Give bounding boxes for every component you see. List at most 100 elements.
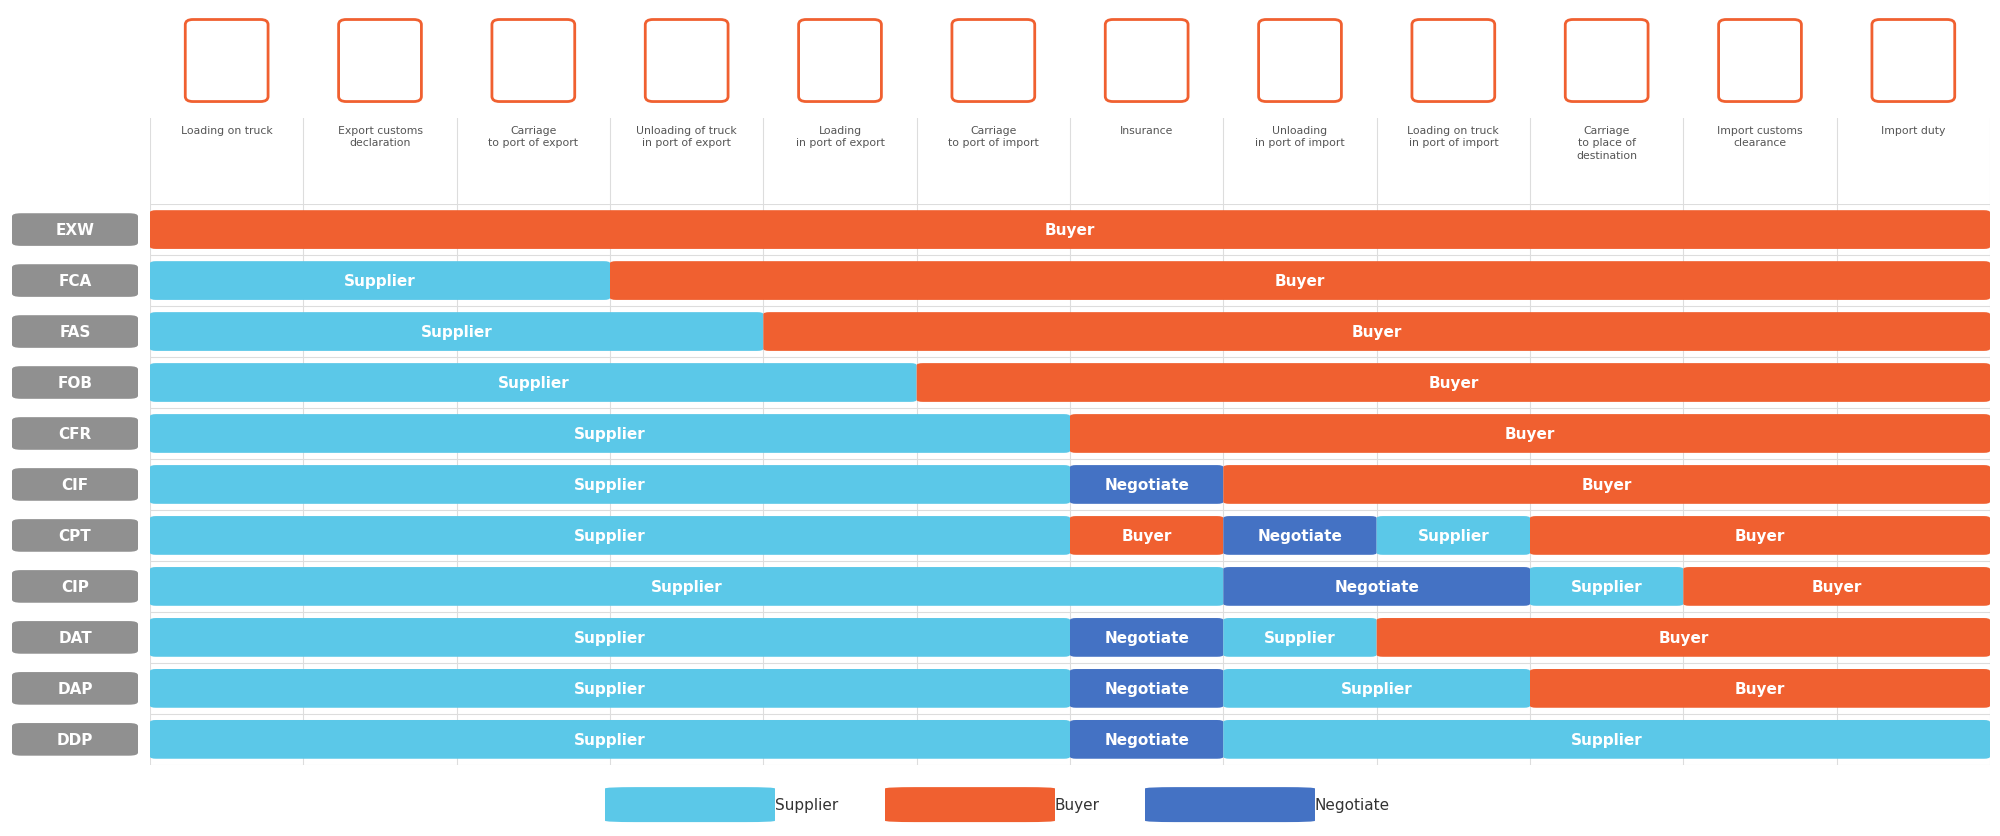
Text: FAS: FAS — [60, 324, 90, 339]
FancyBboxPatch shape — [764, 313, 1990, 351]
Text: DAT: DAT — [58, 630, 92, 645]
Text: Loading
in port of export: Loading in port of export — [796, 125, 884, 148]
Text: Supplier: Supplier — [420, 324, 492, 339]
Text: Buyer: Buyer — [1122, 528, 1172, 543]
FancyBboxPatch shape — [12, 570, 138, 603]
FancyBboxPatch shape — [610, 262, 1990, 301]
Text: Loading on truck
in port of import: Loading on truck in port of import — [1408, 125, 1500, 148]
Text: Buyer: Buyer — [1274, 273, 1326, 288]
FancyBboxPatch shape — [1224, 619, 1376, 657]
FancyBboxPatch shape — [150, 669, 1070, 708]
Text: Supplier: Supplier — [1570, 579, 1642, 594]
FancyBboxPatch shape — [150, 517, 1070, 555]
Text: Supplier: Supplier — [498, 375, 570, 390]
Text: CFR: CFR — [58, 426, 92, 441]
Text: Supplier: Supplier — [650, 579, 722, 594]
Text: DDP: DDP — [56, 732, 94, 747]
Text: Import customs
clearance: Import customs clearance — [1718, 125, 1802, 148]
FancyBboxPatch shape — [12, 316, 138, 349]
Text: Supplier: Supplier — [574, 681, 646, 696]
Text: Supplier: Supplier — [1570, 732, 1642, 747]
Text: Supplier: Supplier — [574, 630, 646, 645]
FancyBboxPatch shape — [1224, 466, 1990, 504]
FancyBboxPatch shape — [12, 367, 138, 400]
Text: FOB: FOB — [58, 375, 92, 390]
Text: Carriage
to place of
destination: Carriage to place of destination — [1576, 125, 1638, 161]
Text: Carriage
to port of export: Carriage to port of export — [488, 125, 578, 148]
FancyBboxPatch shape — [150, 466, 1070, 504]
FancyBboxPatch shape — [150, 211, 1990, 250]
FancyBboxPatch shape — [1070, 517, 1224, 555]
FancyBboxPatch shape — [1530, 568, 1684, 606]
FancyBboxPatch shape — [1684, 568, 1990, 606]
Text: Buyer: Buyer — [1734, 528, 1786, 543]
FancyBboxPatch shape — [12, 621, 138, 654]
FancyBboxPatch shape — [1070, 415, 1990, 453]
FancyBboxPatch shape — [1530, 517, 1990, 555]
FancyBboxPatch shape — [1224, 517, 1376, 555]
Text: CIP: CIP — [62, 579, 88, 594]
FancyBboxPatch shape — [150, 313, 764, 351]
FancyBboxPatch shape — [1376, 619, 1990, 657]
Text: Supplier: Supplier — [574, 477, 646, 492]
Text: Buyer: Buyer — [1428, 375, 1478, 390]
Text: Import duty: Import duty — [1882, 125, 1946, 135]
Text: Negotiate: Negotiate — [1316, 798, 1390, 812]
Text: Buyer: Buyer — [1582, 477, 1632, 492]
FancyBboxPatch shape — [150, 364, 916, 402]
FancyBboxPatch shape — [604, 788, 776, 822]
Text: Negotiate: Negotiate — [1334, 579, 1420, 594]
Text: Buyer: Buyer — [1812, 579, 1862, 594]
FancyBboxPatch shape — [1224, 568, 1530, 606]
Text: Buyer: Buyer — [1658, 630, 1708, 645]
FancyBboxPatch shape — [884, 788, 1056, 822]
FancyBboxPatch shape — [12, 723, 138, 756]
FancyBboxPatch shape — [12, 418, 138, 451]
FancyBboxPatch shape — [1144, 788, 1316, 822]
Text: Negotiate: Negotiate — [1104, 477, 1190, 492]
Text: Buyer: Buyer — [1504, 426, 1556, 441]
Text: FCA: FCA — [58, 273, 92, 288]
Text: Buyer: Buyer — [1734, 681, 1786, 696]
Text: Supplier: Supplier — [776, 798, 838, 812]
FancyBboxPatch shape — [12, 265, 138, 298]
FancyBboxPatch shape — [12, 214, 138, 247]
FancyBboxPatch shape — [1530, 669, 1990, 708]
Text: CIF: CIF — [62, 477, 88, 492]
FancyBboxPatch shape — [1376, 517, 1530, 555]
FancyBboxPatch shape — [12, 469, 138, 501]
Text: Buyer: Buyer — [1056, 798, 1100, 812]
FancyBboxPatch shape — [150, 415, 1070, 453]
Text: Buyer: Buyer — [1044, 222, 1096, 237]
Text: Negotiate: Negotiate — [1104, 732, 1190, 747]
FancyBboxPatch shape — [1070, 720, 1224, 759]
Text: Supplier: Supplier — [344, 273, 416, 288]
Text: Carriage
to port of import: Carriage to port of import — [948, 125, 1038, 148]
FancyBboxPatch shape — [1070, 619, 1224, 657]
Text: DAP: DAP — [58, 681, 92, 696]
Text: Supplier: Supplier — [1340, 681, 1412, 696]
Text: Supplier: Supplier — [1264, 630, 1336, 645]
FancyBboxPatch shape — [1070, 669, 1224, 708]
Text: Negotiate: Negotiate — [1258, 528, 1342, 543]
Text: Negotiate: Negotiate — [1104, 630, 1190, 645]
Text: Supplier: Supplier — [574, 732, 646, 747]
FancyBboxPatch shape — [150, 262, 610, 301]
Text: Supplier: Supplier — [574, 426, 646, 441]
Text: Supplier: Supplier — [574, 528, 646, 543]
FancyBboxPatch shape — [916, 364, 1990, 402]
Text: EXW: EXW — [56, 222, 94, 237]
Text: Unloading
in port of import: Unloading in port of import — [1256, 125, 1344, 148]
Text: Unloading of truck
in port of export: Unloading of truck in port of export — [636, 125, 738, 148]
FancyBboxPatch shape — [1070, 466, 1224, 504]
Text: Insurance: Insurance — [1120, 125, 1174, 135]
FancyBboxPatch shape — [150, 619, 1070, 657]
Text: Supplier: Supplier — [1418, 528, 1490, 543]
Text: Buyer: Buyer — [1352, 324, 1402, 339]
FancyBboxPatch shape — [1224, 669, 1530, 708]
Text: Export customs
declaration: Export customs declaration — [338, 125, 422, 148]
Text: Negotiate: Negotiate — [1104, 681, 1190, 696]
Text: Loading on truck: Loading on truck — [180, 125, 272, 135]
Text: CPT: CPT — [58, 528, 92, 543]
FancyBboxPatch shape — [12, 672, 138, 705]
